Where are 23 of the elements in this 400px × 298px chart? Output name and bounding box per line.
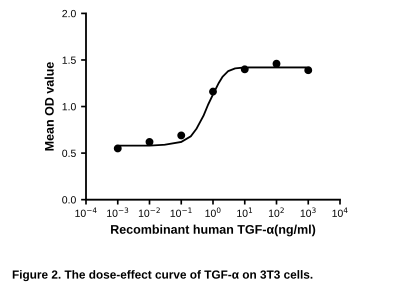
y-tick-label: 1.5 — [62, 56, 76, 64]
x-tick-label: 10$^{−3}$ — [107, 207, 128, 217]
y-tick-label: 2.0 — [62, 10, 76, 18]
x-tick-label: 10$^{1}$ — [237, 208, 252, 217]
y-tick-label: 1.0 — [62, 103, 76, 110]
point — [240, 65, 249, 74]
x-axis-title: Recombinant human TGF-α(ng/ml) — [111, 224, 316, 236]
point — [304, 66, 312, 74]
x-tick-label: 10$^{3}$ — [300, 207, 316, 217]
point — [177, 131, 186, 140]
point — [209, 88, 217, 96]
point — [146, 138, 154, 146]
y-tick-label: 0.0 — [62, 196, 76, 204]
x-tick-label: 10$^{−4}$ — [75, 208, 97, 217]
x-tick-label: 10$^{2}$ — [268, 207, 284, 217]
point — [114, 144, 122, 152]
x-tick-label: 10$^{−1}$ — [170, 208, 192, 217]
y-axis-title: Mean OD value — [44, 62, 54, 150]
x-tick-label: 10$^{0}$ — [205, 207, 221, 217]
x-tick-label: 10$^{−2}$ — [138, 207, 160, 217]
text: Figure 2. The dose-effect curve of TGF-α on 3T3 cells. — [12, 270, 312, 282]
x-tick-label: 10$^{4}$ — [332, 208, 348, 217]
y-tick-label: 0.5 — [62, 150, 76, 157]
